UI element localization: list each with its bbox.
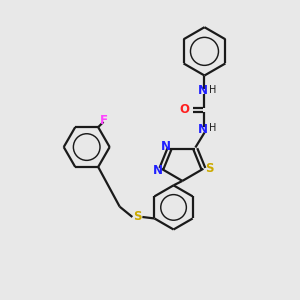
- Text: O: O: [180, 103, 190, 116]
- Text: N: N: [153, 164, 163, 177]
- Text: S: S: [133, 211, 142, 224]
- Text: N: N: [198, 84, 208, 97]
- Text: S: S: [206, 162, 214, 175]
- Text: H: H: [209, 85, 216, 95]
- Text: N: N: [198, 123, 208, 136]
- Text: F: F: [100, 114, 108, 127]
- Text: N: N: [161, 140, 171, 153]
- Text: H: H: [209, 123, 216, 133]
